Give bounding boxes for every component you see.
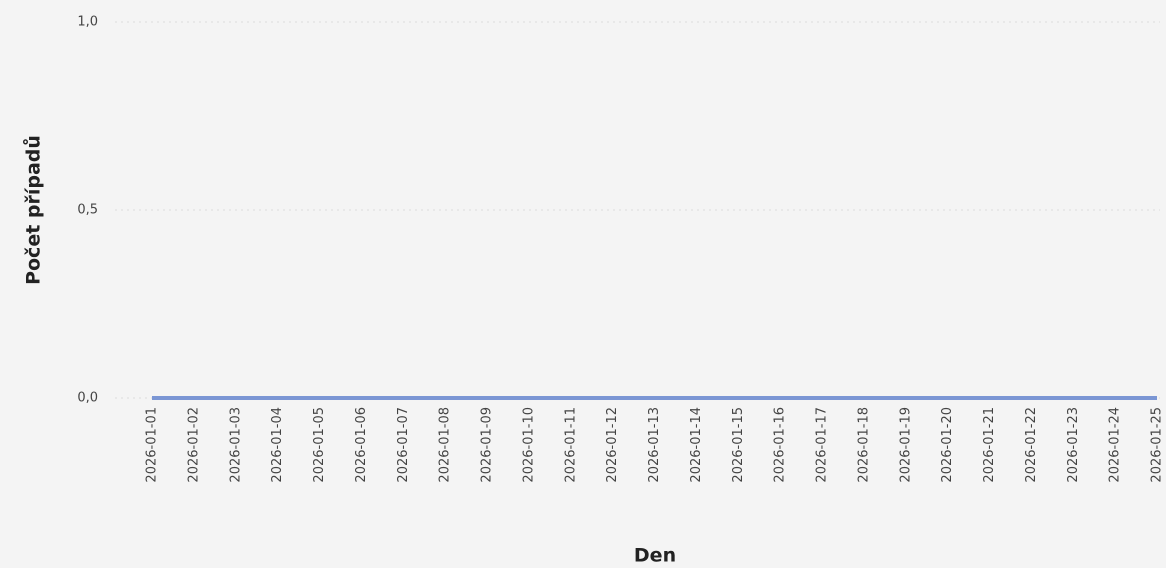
y-tick-label: 0,0 — [77, 391, 98, 406]
x-tick-label: 2026-01-15 — [731, 407, 746, 483]
x-tick-label: 2026-01-10 — [521, 407, 536, 483]
x-tick-label: 2026-01-22 — [1024, 407, 1039, 483]
x-tick-label: 2026-01-07 — [396, 407, 411, 483]
x-tick-label: 2026-01-02 — [186, 407, 201, 483]
x-tick-label: 2026-01-03 — [228, 407, 243, 483]
x-tick-label: 2026-01-24 — [1108, 407, 1123, 483]
x-tick-label: 2026-01-13 — [647, 407, 662, 483]
y-axis-title: Počet případů — [22, 135, 45, 285]
x-tick-label: 2026-01-18 — [856, 407, 871, 483]
x-tick-label: 2026-01-09 — [480, 407, 495, 483]
x-tick-label: 2026-01-23 — [1066, 407, 1081, 483]
x-tick-label: 2026-01-11 — [563, 407, 578, 483]
x-tick-label: 2026-01-21 — [982, 407, 997, 483]
y-tick-label: 1,0 — [77, 15, 98, 30]
y-tick-label: 0,5 — [77, 203, 98, 218]
x-tick-label: 2026-01-08 — [438, 407, 453, 483]
x-tick-label: 2026-01-06 — [354, 407, 369, 483]
x-tick-label: 2026-01-04 — [270, 407, 285, 483]
x-tick-label: 2026-01-25 — [1150, 407, 1165, 483]
x-axis-title: Den — [634, 545, 676, 567]
x-tick-label: 2026-01-12 — [605, 407, 620, 483]
x-tick-label: 2026-01-01 — [145, 407, 160, 483]
x-tick-label: 2026-01-20 — [940, 407, 955, 483]
x-tick-label: 2026-01-16 — [773, 407, 788, 483]
x-tick-label: 2026-01-17 — [815, 407, 830, 483]
x-tick-label: 2026-01-14 — [689, 407, 704, 483]
x-tick-label: 2026-01-05 — [312, 407, 327, 483]
x-tick-label: 2026-01-19 — [898, 407, 913, 483]
